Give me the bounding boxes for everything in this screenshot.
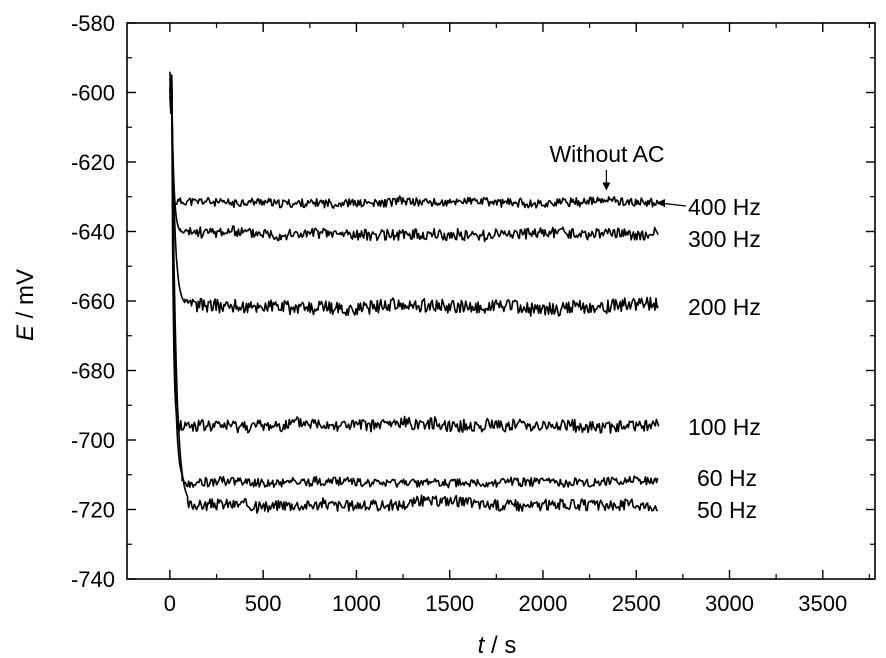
annotation-arrowhead bbox=[602, 182, 611, 191]
x-tick-label: 0 bbox=[164, 591, 176, 616]
series-line-60-hz bbox=[169, 78, 659, 489]
x-tick-label: 1000 bbox=[332, 591, 381, 616]
annotations: Without AC bbox=[549, 141, 665, 191]
y-axis-unit: / mV bbox=[12, 269, 39, 325]
x-tick-label: 1500 bbox=[425, 591, 474, 616]
annotation-text: Without AC bbox=[549, 141, 664, 167]
y-tick-label: -580 bbox=[71, 11, 115, 36]
y-axis-var: E bbox=[12, 324, 39, 341]
x-tick-label: 500 bbox=[245, 591, 282, 616]
label-400-arrowhead bbox=[656, 199, 665, 207]
series-line-400-hz bbox=[169, 85, 659, 209]
x-tick-label: 2500 bbox=[612, 591, 661, 616]
series-labels: 400 Hz 300 Hz 200 Hz 100 Hz 60 Hz 50 Hz bbox=[656, 194, 761, 523]
series-line-100-hz bbox=[169, 88, 660, 434]
y-tick-label: -640 bbox=[71, 220, 115, 245]
y-tick-label: -620 bbox=[71, 150, 115, 175]
series-line-50-hz bbox=[169, 71, 659, 514]
y-tick-label: -600 bbox=[71, 81, 115, 106]
series-lines bbox=[169, 71, 660, 514]
axis-ticks: 0 500 1000 1500 2000 2500 3000 3500 -580 -600 -620… bbox=[71, 11, 875, 616]
series-label: 50 Hz bbox=[697, 497, 757, 523]
y-tick-label: -700 bbox=[71, 428, 115, 453]
series-label: 100 Hz bbox=[688, 414, 761, 440]
y-tick-label: -680 bbox=[71, 359, 115, 384]
x-tick-label: 3000 bbox=[705, 591, 754, 616]
series-label: 200 Hz bbox=[688, 294, 761, 320]
series-label: 400 Hz bbox=[688, 194, 761, 220]
y-tick-label: -660 bbox=[71, 289, 115, 314]
series-label: 300 Hz bbox=[688, 226, 761, 252]
series-line-300-hz bbox=[169, 88, 659, 243]
x-tick-label: 3500 bbox=[798, 591, 847, 616]
x-axis-var: t bbox=[478, 632, 486, 658]
y-tick-label: -720 bbox=[71, 498, 115, 523]
x-axis-label: t / s bbox=[478, 632, 517, 658]
series-label: 60 Hz bbox=[697, 465, 757, 491]
y-tick-label: -740 bbox=[71, 567, 115, 592]
x-axis-unit: / s bbox=[484, 632, 516, 658]
x-tick-label: 2000 bbox=[518, 591, 567, 616]
series-line-200-hz bbox=[169, 95, 659, 317]
y-axis-label: E / mV bbox=[12, 269, 39, 341]
